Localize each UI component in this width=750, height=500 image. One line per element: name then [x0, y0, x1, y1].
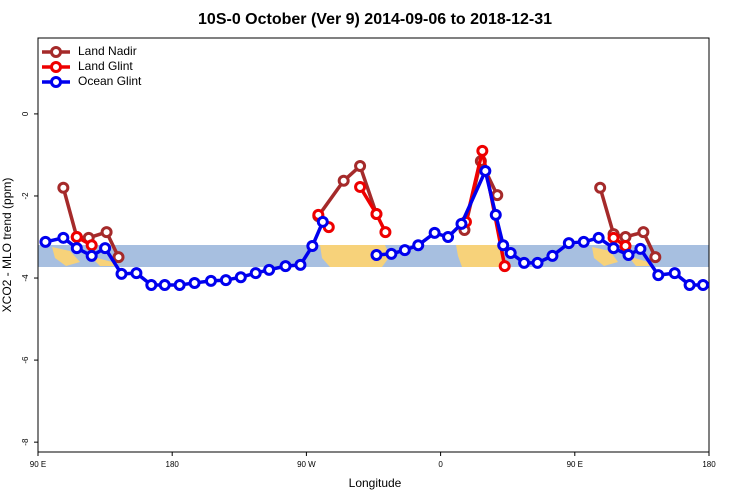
- data-point: [607, 231, 620, 244]
- data-point: [476, 144, 489, 157]
- data-point: [57, 181, 70, 194]
- data-point: [85, 239, 98, 252]
- data-point: [70, 230, 83, 243]
- x-tick-label: 90 E: [567, 460, 583, 469]
- data-point: [39, 235, 52, 248]
- data-point: [234, 271, 247, 284]
- data-point: [592, 231, 605, 244]
- x-tick-label: 0: [438, 460, 443, 469]
- data-point: [652, 269, 665, 282]
- data-point: [112, 251, 125, 264]
- data-point: [354, 180, 367, 193]
- data-point: [70, 242, 83, 255]
- legend-marker: [50, 61, 62, 73]
- land: [592, 247, 654, 266]
- land: [320, 245, 390, 267]
- legend-label: Ocean Glint: [78, 74, 142, 88]
- legend-marker: [50, 76, 62, 88]
- data-point: [219, 274, 232, 287]
- data-point: [158, 279, 171, 292]
- data-point: [491, 189, 504, 202]
- data-point: [354, 160, 367, 173]
- legend-label: Land Glint: [78, 59, 133, 73]
- data-point: [115, 267, 128, 280]
- y-tick-label: 0: [21, 111, 30, 116]
- x-axis-title: Longitude: [349, 476, 402, 490]
- data-point: [504, 247, 517, 260]
- data-point: [145, 279, 158, 292]
- data-point: [398, 244, 411, 257]
- plot-frame: [37, 37, 710, 453]
- x-tick-label: 180: [702, 460, 716, 469]
- data-point: [85, 249, 98, 262]
- data-point: [263, 263, 276, 276]
- data-point: [668, 267, 681, 280]
- x-tick-label: 90 E: [30, 460, 46, 469]
- data-point: [385, 247, 398, 260]
- data-point: [428, 226, 441, 239]
- data-point: [412, 239, 425, 252]
- data-point: [622, 249, 635, 262]
- data-point: [498, 260, 511, 273]
- data-point: [442, 230, 455, 243]
- legend-marker: [50, 46, 62, 58]
- data-point: [562, 237, 575, 250]
- x-tick-label: 90 W: [297, 460, 316, 469]
- data-point: [204, 274, 217, 287]
- data-point: [99, 242, 112, 255]
- data-point: [370, 249, 383, 262]
- data-point: [649, 251, 662, 264]
- y-tick-label: -2: [21, 192, 30, 200]
- data-point: [637, 226, 650, 239]
- data-point: [634, 242, 647, 255]
- data-point: [594, 181, 607, 194]
- data-point: [455, 217, 468, 230]
- data-point: [379, 226, 392, 239]
- data-point: [479, 164, 492, 177]
- data-point: [100, 226, 113, 239]
- chart-title: 10S-0 October (Ver 9) 2014-09-06 to 2018…: [198, 11, 552, 28]
- data-point: [130, 267, 143, 280]
- data-point: [607, 242, 620, 255]
- y-tick-label: -6: [21, 356, 30, 364]
- data-point: [337, 174, 350, 187]
- data-point: [489, 208, 502, 221]
- data-point: [306, 240, 319, 253]
- data-point: [279, 260, 292, 273]
- data-point: [518, 256, 531, 269]
- data-point: [173, 279, 186, 292]
- data-point: [316, 215, 329, 228]
- data-point: [370, 208, 383, 221]
- data-point: [531, 256, 544, 269]
- data-point: [683, 279, 696, 292]
- land: [52, 247, 118, 266]
- legend-label: Land Nadir: [78, 44, 137, 58]
- y-axis-title: XCO2 - MLO trend (ppm): [0, 178, 14, 313]
- land: [456, 245, 505, 267]
- data-point: [249, 267, 262, 280]
- data-point: [497, 239, 510, 252]
- x-tick-label: 180: [166, 460, 180, 469]
- data-point: [697, 279, 710, 292]
- data-point: [294, 258, 307, 271]
- data-point: [546, 249, 559, 262]
- data-point: [188, 276, 201, 289]
- data-point: [577, 235, 590, 248]
- y-tick-label: -8: [21, 438, 30, 446]
- data-point: [57, 231, 70, 244]
- y-tick-label: -4: [21, 274, 30, 282]
